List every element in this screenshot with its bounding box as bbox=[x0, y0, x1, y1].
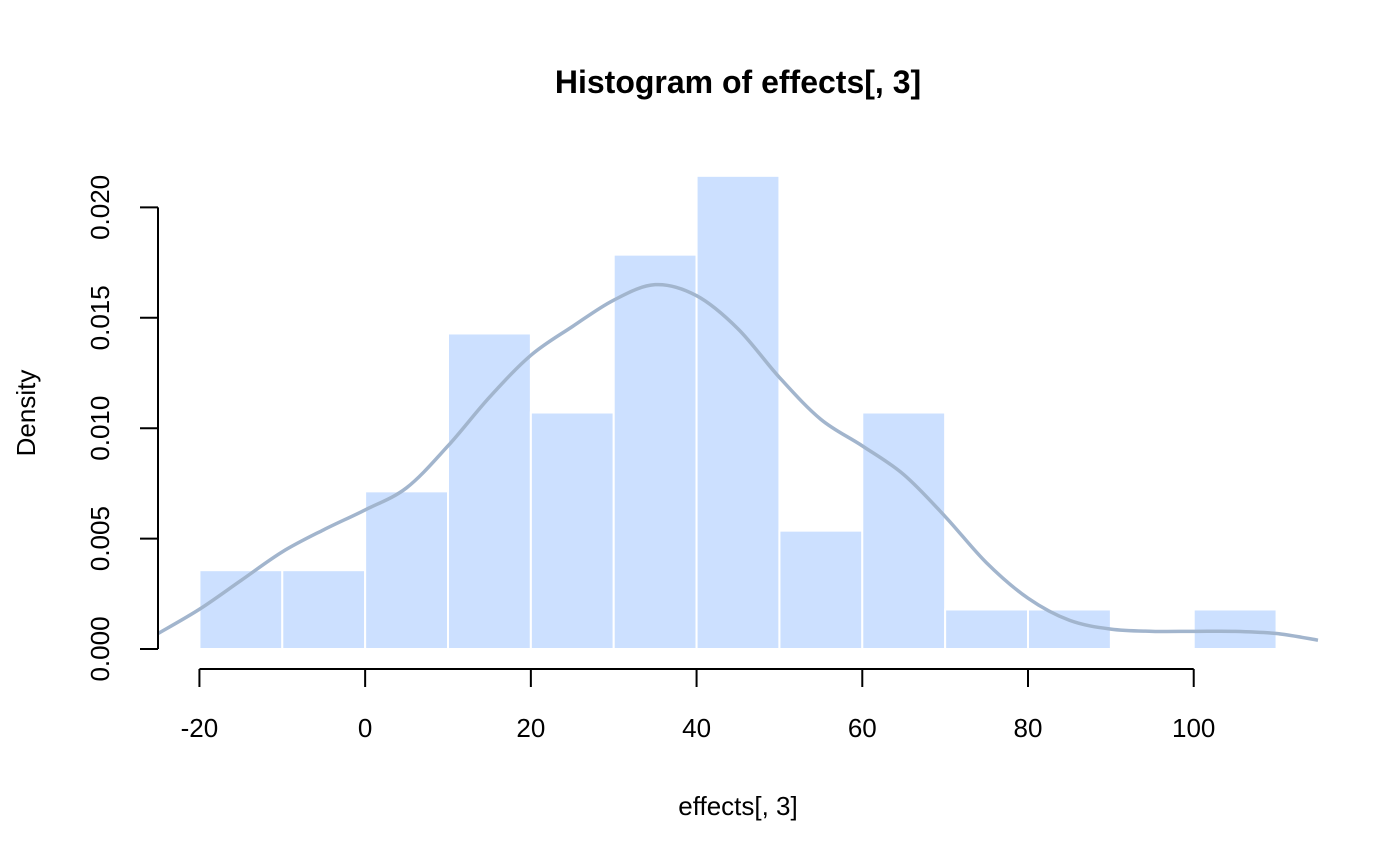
y-tick-label: 0.020 bbox=[85, 175, 115, 240]
histogram-bar bbox=[364, 490, 449, 650]
y-tick-label: 0.000 bbox=[85, 616, 115, 681]
histogram-bar bbox=[861, 411, 947, 650]
x-axis-label: effects[, 3] bbox=[678, 791, 797, 821]
histogram-bar bbox=[281, 569, 367, 650]
x-tick-label: -20 bbox=[181, 713, 219, 743]
x-tick-label: 0 bbox=[358, 713, 372, 743]
histogram-bar bbox=[529, 411, 615, 650]
histogram-bars bbox=[198, 174, 1278, 651]
y-axis: 0.000 0.005 0.010 0.015 0.020 bbox=[85, 175, 159, 682]
histogram-bar bbox=[447, 332, 532, 650]
chart-title: Histogram of effects[, 3] bbox=[555, 64, 921, 100]
density-curve bbox=[157, 282, 1319, 642]
histogram-bar bbox=[1027, 608, 1112, 651]
histogram-bar bbox=[778, 529, 864, 650]
x-tick-label: 20 bbox=[516, 713, 545, 743]
x-tick-label: 100 bbox=[1172, 713, 1215, 743]
histogram-bar bbox=[944, 608, 1030, 651]
x-tick-label: 60 bbox=[848, 713, 877, 743]
histogram-bar bbox=[1192, 608, 1278, 651]
histogram-bar bbox=[612, 253, 698, 650]
y-tick-label: 0.005 bbox=[85, 506, 115, 571]
y-tick-label: 0.010 bbox=[85, 396, 115, 461]
x-tick-label: 40 bbox=[682, 713, 711, 743]
y-axis-label: Density bbox=[11, 370, 41, 457]
histogram-bar bbox=[695, 174, 781, 651]
y-tick-label: 0.015 bbox=[85, 285, 115, 350]
x-axis: -20 0 20 40 60 80 100 bbox=[181, 668, 1215, 743]
x-tick-label: 80 bbox=[1014, 713, 1043, 743]
